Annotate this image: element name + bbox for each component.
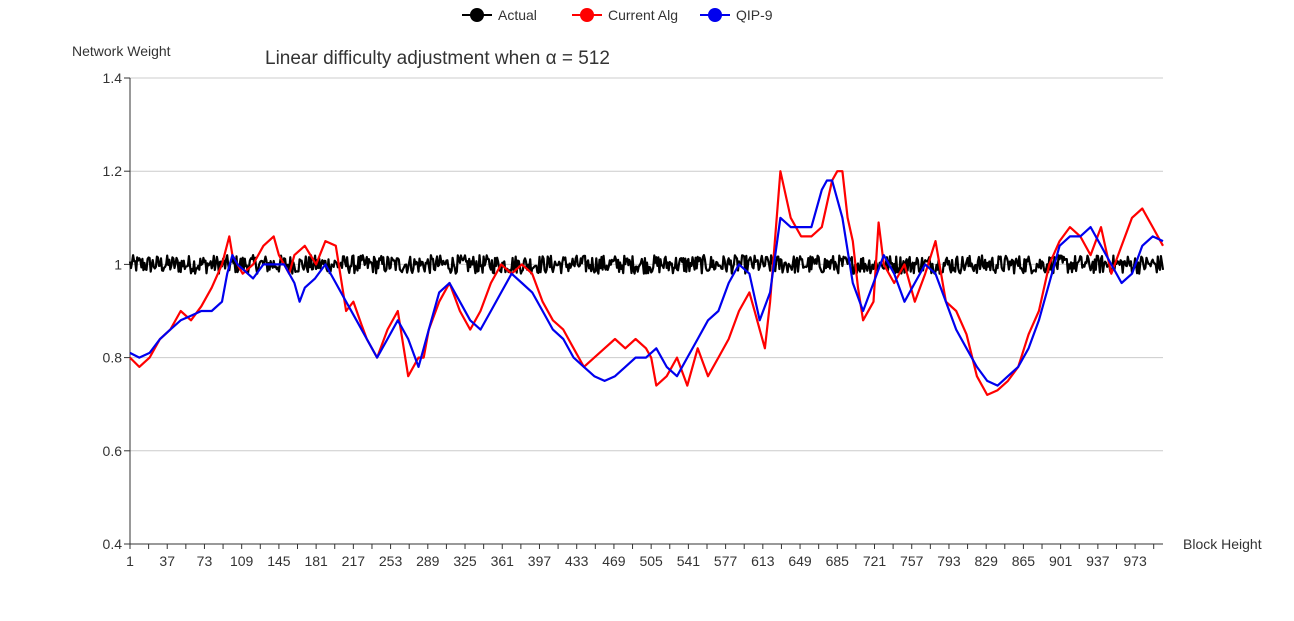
series-line-qip-9	[129, 179, 1164, 387]
y-tick-label: 0.4	[103, 536, 123, 552]
x-tick-label: 325	[453, 553, 477, 569]
x-tick-label: 181	[304, 553, 328, 569]
legend-marker-current-alg	[580, 8, 594, 22]
x-tick-label: 829	[975, 553, 999, 569]
y-tick-label: 0.8	[103, 350, 123, 366]
x-tick-label: 433	[565, 553, 589, 569]
x-tick-label: 109	[230, 553, 254, 569]
series-lines	[128, 170, 1165, 396]
x-tick-label: 1	[126, 553, 134, 569]
legend-marker-actual	[470, 8, 484, 22]
chart-title: Linear difficulty adjustment when α = 51…	[265, 48, 610, 69]
legend-label-qip-9: QIP-9	[736, 7, 773, 23]
x-tick-label: 469	[602, 553, 626, 569]
y-axis-title: Network Weight	[72, 43, 171, 59]
x-tick-label: 757	[900, 553, 924, 569]
legend-label-actual: Actual	[498, 7, 537, 23]
axes: 0.4 0.6 0.8 1 1.2 1.4 1 37 73 109 145 181 217 253 289 3…	[103, 70, 1163, 569]
x-tick-label: 505	[639, 553, 663, 569]
x-tick-label: 73	[197, 553, 213, 569]
series-line-actual	[128, 254, 1165, 275]
x-tick-label: 145	[267, 553, 291, 569]
x-axis-title: Block Height	[1183, 536, 1262, 552]
y-tick-label: 0.6	[103, 443, 123, 459]
x-tick-label: 37	[159, 553, 175, 569]
x-tick-label: 865	[1012, 553, 1036, 569]
legend-marker-qip-9	[708, 8, 722, 22]
x-tick-label: 793	[937, 553, 961, 569]
x-tick-label: 253	[379, 553, 403, 569]
y-tick-label: 1.4	[103, 70, 123, 86]
x-tick-label: 217	[342, 553, 366, 569]
x-tick-label: 361	[491, 553, 515, 569]
x-tick-label: 649	[788, 553, 812, 569]
x-tick-label: 685	[826, 553, 850, 569]
x-tick-label: 973	[1123, 553, 1147, 569]
legend: Actual Current Alg QIP-9	[462, 7, 773, 23]
x-tick-label: 577	[714, 553, 738, 569]
x-tick-label: 289	[416, 553, 440, 569]
x-tick-label: 937	[1086, 553, 1110, 569]
x-tick-label: 397	[528, 553, 552, 569]
x-tick-label: 721	[863, 553, 887, 569]
y-tick-label: 1.2	[103, 163, 123, 179]
x-tick-label: 613	[751, 553, 775, 569]
x-tick-label: 541	[677, 553, 701, 569]
series-line-current-alg	[129, 170, 1164, 396]
y-tick-label: 1	[114, 256, 122, 272]
x-tick-label: 901	[1049, 553, 1073, 569]
legend-label-current-alg: Current Alg	[608, 7, 678, 23]
